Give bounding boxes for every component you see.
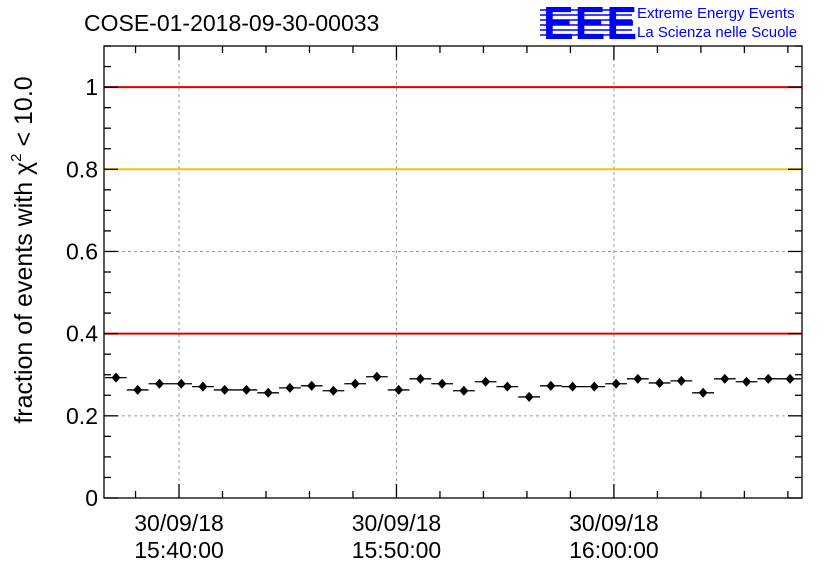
marker xyxy=(198,381,208,392)
y-axis-label-prefix: fraction of events with xyxy=(10,175,38,424)
marker xyxy=(676,375,686,386)
y-tick-label: 0.8 xyxy=(66,156,98,182)
data-point xyxy=(539,380,562,391)
data-point xyxy=(235,384,258,395)
y-axis-label-suffix: < 10.0 xyxy=(10,76,38,153)
marker xyxy=(285,382,295,393)
marker xyxy=(220,384,230,395)
marker xyxy=(763,373,773,384)
marker xyxy=(742,376,752,387)
marker xyxy=(111,372,121,383)
marker xyxy=(394,384,404,395)
marker xyxy=(633,373,643,384)
data-point xyxy=(322,385,345,396)
data-point xyxy=(779,373,801,384)
chart-title: COSE-01-2018-09-30-00033 xyxy=(84,10,380,36)
marker xyxy=(568,381,578,392)
x-tick-label-date: 30/09/18 xyxy=(569,510,659,536)
marker xyxy=(589,381,599,392)
marker xyxy=(328,385,338,396)
y-axis-label: fraction of events with χ2 < 10.0 xyxy=(8,76,38,423)
y-tick-label: 0.2 xyxy=(66,403,98,429)
data-point xyxy=(496,381,519,392)
eee-logo: EEE xyxy=(543,0,639,49)
marker xyxy=(133,384,143,395)
data-points xyxy=(105,371,801,402)
marker xyxy=(655,377,665,388)
data-point xyxy=(757,373,780,384)
data-point xyxy=(561,381,584,392)
marker xyxy=(546,380,556,391)
marker xyxy=(502,381,512,392)
threshold-lines xyxy=(104,86,802,335)
x-tick-label-time: 15:40:00 xyxy=(134,537,224,563)
x-tick-label-time: 15:50:00 xyxy=(352,537,442,563)
marker xyxy=(481,376,491,387)
data-point xyxy=(148,378,171,389)
data-point xyxy=(279,382,301,393)
marker xyxy=(437,378,447,389)
data-point xyxy=(583,381,606,392)
marker xyxy=(524,391,534,402)
data-point xyxy=(387,384,410,395)
marker xyxy=(611,378,621,389)
y-tick-labels: 0 0.2 0.4 0.6 0.8 1 xyxy=(66,74,98,511)
marker xyxy=(154,378,164,389)
marker xyxy=(372,371,382,382)
data-point xyxy=(518,391,540,402)
marker xyxy=(785,373,795,384)
data-point xyxy=(474,376,497,387)
brand-line-1: Extreme Energy Events xyxy=(637,5,795,22)
data-point xyxy=(453,385,475,396)
marker xyxy=(698,387,708,398)
data-point xyxy=(713,373,736,384)
brand-text: Extreme Energy Events La Scienza nelle S… xyxy=(637,4,797,42)
data-point xyxy=(431,378,453,389)
y-tick-label: 0.6 xyxy=(66,238,98,264)
marker xyxy=(459,385,469,396)
x-tick-label-date: 30/09/18 xyxy=(352,510,442,536)
y-axis-label-symbol: χ xyxy=(10,162,38,175)
data-point xyxy=(126,384,149,395)
y-axis-label-superscript: 2 xyxy=(8,153,25,161)
y-tick-label: 0.4 xyxy=(66,321,98,347)
marker xyxy=(307,380,317,391)
data-point xyxy=(605,378,627,389)
data-point xyxy=(300,380,323,391)
y-tick-label: 0 xyxy=(85,485,98,511)
data-point xyxy=(670,375,693,386)
data-point xyxy=(170,378,193,389)
y-tick-label: 1 xyxy=(85,74,98,100)
plot-frame xyxy=(103,45,803,499)
data-point xyxy=(344,378,367,389)
data-point xyxy=(692,387,714,398)
marker xyxy=(415,373,425,384)
x-tick-label-time: 16:00:00 xyxy=(569,537,659,563)
data-point xyxy=(735,376,758,387)
data-point xyxy=(409,373,432,384)
logo-stripes xyxy=(540,9,632,36)
marker xyxy=(720,373,730,384)
marker xyxy=(241,384,251,395)
data-point xyxy=(648,377,671,388)
marker xyxy=(176,378,186,389)
marker xyxy=(263,387,273,398)
data-point xyxy=(366,371,388,382)
data-point xyxy=(257,387,280,398)
data-point xyxy=(626,373,649,384)
marker xyxy=(350,378,360,389)
data-point xyxy=(192,381,214,392)
data-point xyxy=(105,372,127,383)
data-point xyxy=(213,384,236,395)
axis-ticks xyxy=(104,45,802,499)
x-tick-label-date: 30/09/18 xyxy=(134,510,224,536)
x-tick-labels: 30/09/1815:40:0030/09/1815:50:0030/09/18… xyxy=(134,510,658,563)
grid xyxy=(104,46,802,498)
brand-line-2: La Scienza nelle Scuole xyxy=(637,24,798,41)
